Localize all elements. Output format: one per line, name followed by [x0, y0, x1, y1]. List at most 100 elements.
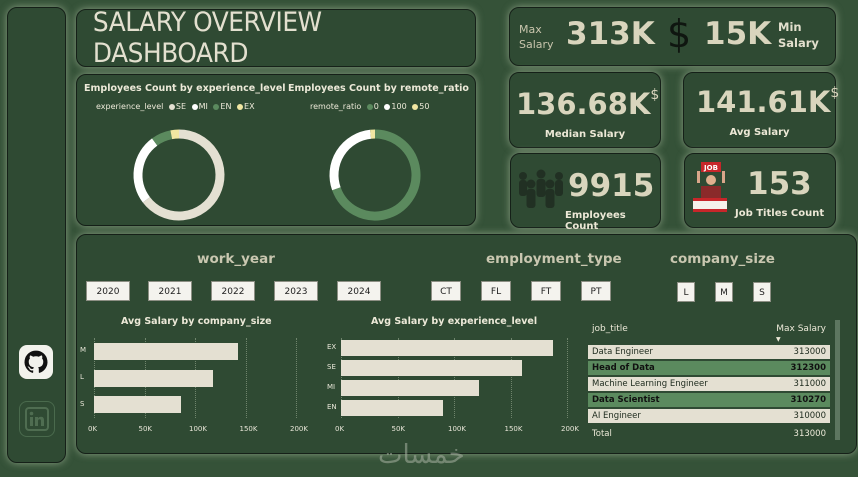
company-size-heading: company_size — [670, 251, 775, 267]
y-category-label: EN — [327, 403, 337, 411]
employees-count-label: Employees Count — [565, 210, 626, 232]
employees-count-card: 9915 Employees Count — [510, 153, 661, 232]
x-tick-label: 50K — [138, 425, 153, 433]
company-size-bar-m[interactable] — [94, 342, 239, 360]
work-year-2024[interactable]: 2024 — [337, 281, 381, 301]
table-header-max-salary[interactable]: Max Salary — [776, 324, 826, 334]
remote-ratio-donut — [329, 129, 421, 221]
employees-count-value: 9915 — [568, 168, 655, 204]
employment-type-fl[interactable]: FL — [481, 281, 511, 301]
x-tick-label: 100K — [448, 425, 466, 433]
avg-salary-card: 141.61K$ Avg Salary — [683, 72, 840, 148]
median-currency: $ — [650, 87, 660, 103]
experience-level-bar-en[interactable] — [341, 399, 443, 417]
gridline — [341, 338, 342, 418]
max-salary-value: 313K — [566, 16, 655, 52]
y-category-label: L — [80, 373, 84, 381]
legend-dot-mi — [191, 103, 198, 110]
table-header-job-title[interactable]: job_title — [592, 324, 628, 334]
avg-currency: $ — [830, 85, 840, 101]
work-year-2023[interactable]: 2023 — [274, 281, 318, 301]
experience-level-bar-se[interactable] — [341, 359, 522, 377]
employment-type-ft[interactable]: FT — [531, 281, 561, 301]
company-size-m[interactable]: M — [715, 282, 733, 302]
job-titles-value: 153 — [747, 166, 812, 202]
experience-level-bar-ex[interactable] — [341, 339, 554, 357]
people-group-icon — [514, 168, 568, 214]
company-size-bar-chart: 0K 50K 100K 150K 200K M L S — [80, 338, 308, 433]
cell-job-title: Data Scientist — [592, 395, 660, 405]
donut-slice-ex[interactable] — [170, 129, 180, 140]
x-tick-label: 0K — [88, 425, 98, 433]
legend-dot-en — [213, 103, 220, 110]
legend-mi: MI — [198, 102, 208, 111]
donut-slice-100[interactable] — [329, 129, 372, 191]
x-tick-label: 150K — [504, 425, 523, 433]
company-size-bar-l[interactable] — [94, 369, 214, 387]
job-sign-text: JOB — [703, 164, 718, 172]
table-row[interactable]: Data Engineer 313000 — [588, 345, 830, 359]
donut-slice-mi[interactable] — [133, 138, 158, 203]
legend-ex: EX — [244, 102, 255, 111]
x-tick-label: 150K — [239, 425, 258, 433]
gridline — [397, 338, 399, 418]
legend-dot-se — [168, 103, 175, 110]
table-row[interactable]: Machine Learning Engineer 311000 — [588, 377, 830, 391]
cell-max-salary: 310000 — [793, 411, 826, 421]
x-tick-label: 200K — [561, 425, 579, 433]
employment-type-ct[interactable]: CT — [431, 281, 461, 301]
table-row[interactable]: AI Engineer 310000 — [588, 409, 830, 423]
cell-job-title: Head of Data — [592, 363, 655, 373]
total-label: Total — [592, 429, 612, 439]
donut-slice-en[interactable] — [152, 130, 173, 146]
page-title: SALARY OVERVIEW DASHBOARD — [92, 7, 322, 69]
y-category-label: SE — [327, 363, 336, 371]
donut1-legend: experience_level SE MI EN EX — [96, 102, 255, 111]
cell-max-salary: 313000 — [793, 347, 826, 357]
donut-slice-se[interactable] — [142, 129, 225, 221]
gridline — [567, 338, 568, 418]
legend-0: 0 — [373, 102, 379, 111]
table-scrollbar[interactable] — [835, 320, 840, 440]
company-size-bar-s[interactable] — [94, 396, 181, 414]
donut1-title: Employees Count by experience_level — [84, 83, 286, 94]
table-row[interactable]: Head of Data 312300 — [588, 361, 830, 375]
legend-50: 50 — [419, 102, 430, 111]
company-size-l[interactable]: L — [677, 282, 695, 302]
cell-job-title: Data Engineer — [592, 347, 653, 357]
cell-max-salary: 312300 — [790, 363, 827, 373]
job-sign-icon: JOB — [689, 160, 731, 218]
linkedin-icon[interactable] — [19, 401, 55, 437]
job-titles-label: Job Titles Count — [735, 208, 825, 219]
legend-dot-0 — [366, 103, 373, 110]
total-value: 313000 — [793, 429, 826, 439]
github-icon[interactable] — [19, 345, 53, 379]
work-year-2020[interactable]: 2020 — [86, 281, 130, 301]
table-row[interactable]: Data Scientist 310270 — [588, 393, 830, 407]
y-category-label: MI — [327, 383, 336, 391]
y-category-label: S — [80, 399, 85, 408]
company-size-s[interactable]: S — [753, 282, 771, 302]
bar1-title: Avg Salary by company_size — [121, 316, 272, 327]
employment-type-pt[interactable]: PT — [581, 281, 611, 301]
dollar-icon: $ — [667, 12, 692, 56]
avg-salary-label: Avg Salary — [729, 127, 790, 138]
work-year-2021[interactable]: 2021 — [148, 281, 192, 301]
max-min-salary-card: Max Salary 313K $ 15K Min Salary — [509, 7, 836, 66]
median-salary-value: 136.68K — [516, 87, 651, 121]
donut-slice-0[interactable] — [332, 129, 421, 221]
donut2-legend: remote_ratio 0 100 50 — [310, 102, 429, 111]
watermark: خمسات — [378, 440, 465, 470]
x-tick-label: 50K — [391, 425, 406, 433]
work-year-2022[interactable]: 2022 — [211, 281, 255, 301]
legend-dot-ex — [237, 103, 244, 110]
gridline — [245, 338, 247, 418]
experience-level-bar-mi[interactable] — [341, 379, 479, 397]
legend-en: EN — [220, 102, 232, 111]
gridline — [454, 338, 455, 418]
title-panel: SALARY OVERVIEW DASHBOARD — [76, 7, 476, 69]
legend-dot-50 — [412, 103, 419, 110]
legend-100: 100 — [391, 102, 407, 111]
median-salary-card: 136.68K$ Median Salary — [509, 72, 661, 148]
experience-level-donut — [133, 129, 225, 221]
